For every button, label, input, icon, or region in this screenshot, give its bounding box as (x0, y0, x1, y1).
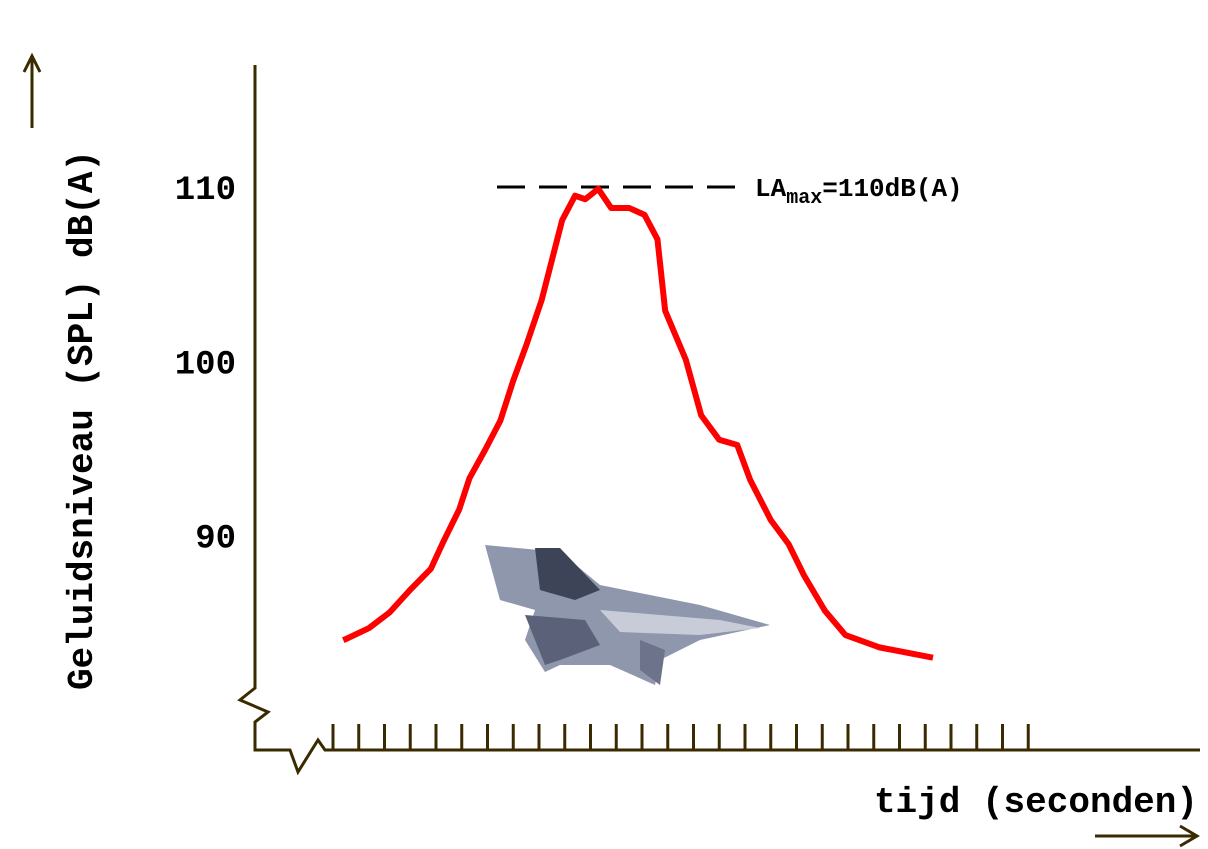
data-line (343, 189, 933, 658)
y-arrow (24, 56, 40, 128)
y-tick-label: 110 (175, 172, 236, 210)
x-arrow (1095, 826, 1197, 846)
annotation-part: max (786, 187, 822, 210)
aircraft-image (485, 545, 770, 685)
y-tick-label: 100 (175, 346, 236, 384)
y-axis-label: Geluidsniveau (SPL) dB(A) (62, 150, 103, 690)
y-axis (240, 65, 1200, 772)
annotation-text: LAmax=110dB(A) (755, 174, 963, 210)
annotation-part: LA (755, 174, 787, 204)
annotation-part: =110dB(A) (822, 174, 962, 204)
chart: 90 100 110 Geluidsniveau (SPL) dB(A) tijd (s… (0, 0, 1208, 849)
y-tick-label: 90 (195, 521, 236, 559)
x-axis-label: tijd (seconden) (874, 782, 1198, 823)
